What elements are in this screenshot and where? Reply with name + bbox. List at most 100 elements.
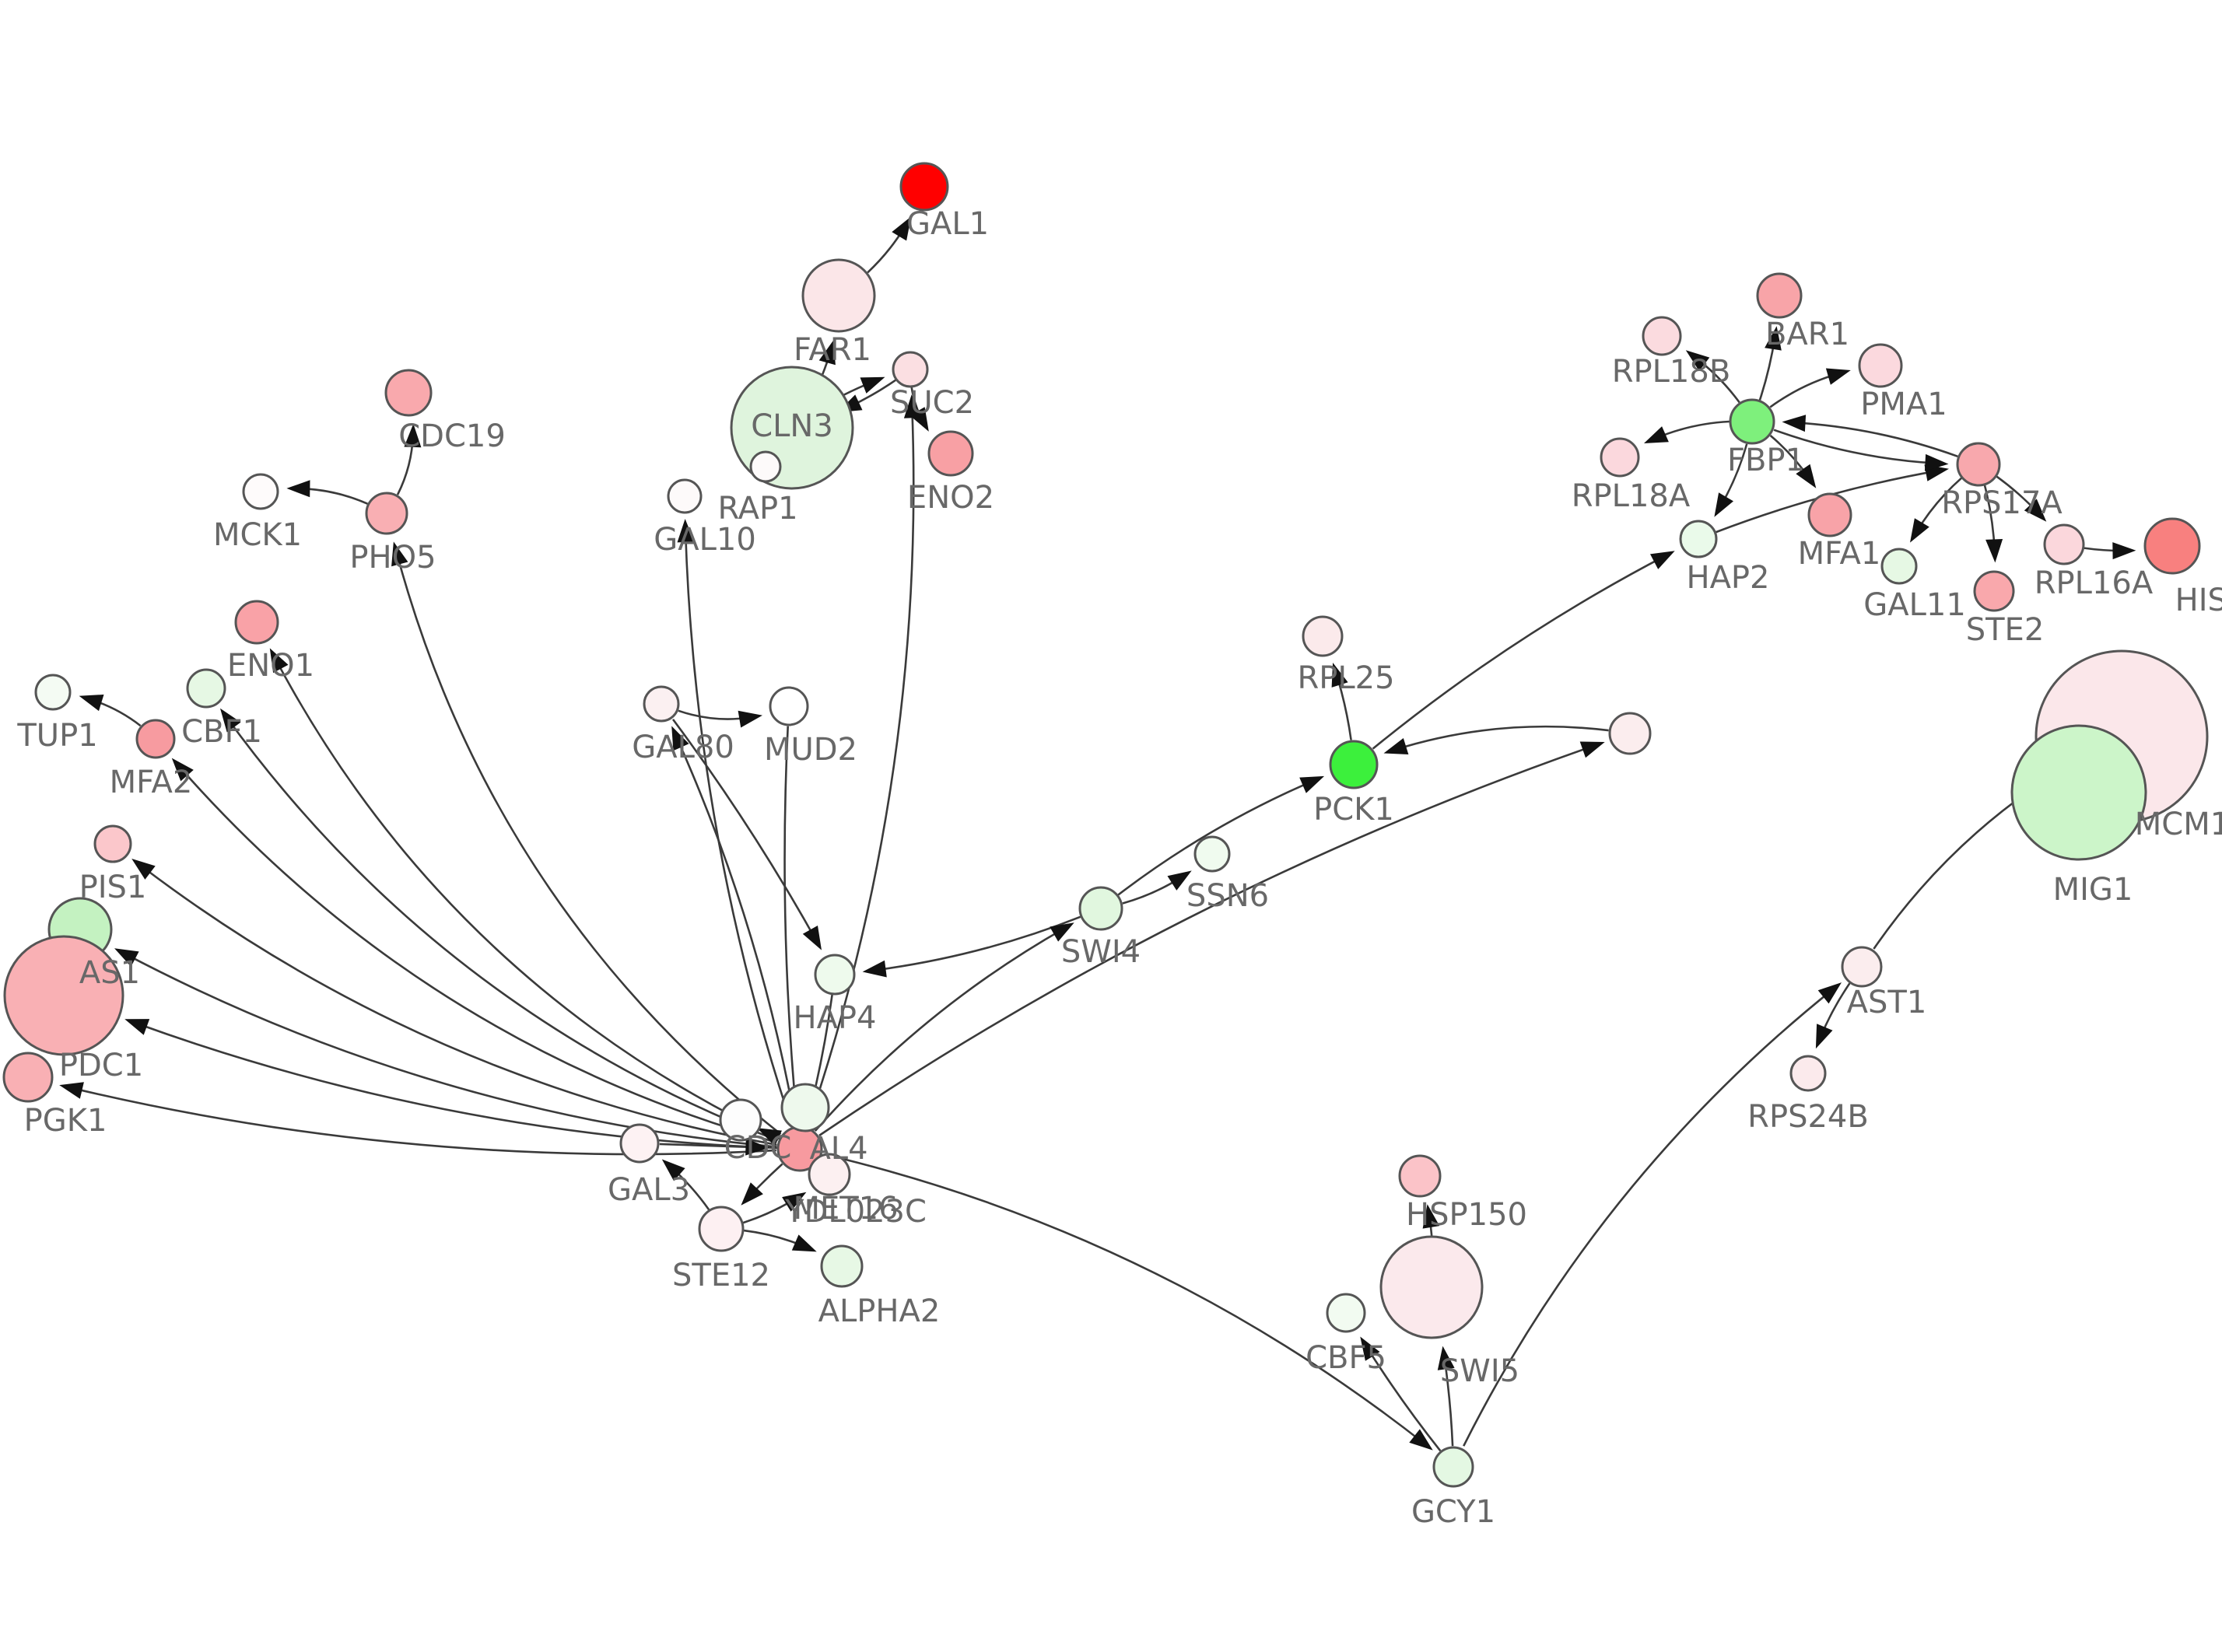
node-gal10[interactable] (667, 478, 703, 514)
node-label-mfa1: MFA1 (1798, 536, 1881, 572)
edge-GAL4-to-PGK1 (69, 1087, 776, 1156)
node-rpl25[interactable] (1302, 615, 1344, 657)
node-swi5[interactable] (1379, 1235, 1484, 1339)
node-hsp150[interactable] (1398, 1154, 1442, 1198)
node-eno2[interactable] (927, 430, 974, 477)
node-ste2[interactable] (1973, 570, 2015, 612)
arrowhead-FBP1-to-HAP2 (1714, 492, 1733, 517)
arrowhead-FBP1-to-RPL18A (1644, 426, 1669, 443)
arrowhead-GAL4-to-UME6 (1579, 741, 1605, 758)
arrowhead-PCK1-to-HAP2 (1650, 551, 1675, 569)
node-cdc19[interactable] (384, 369, 433, 417)
node-label-alpha2: ALPHA2 (818, 1293, 941, 1329)
arrowhead-GAL4-to-PHO5 (391, 541, 408, 567)
node-far1[interactable] (801, 258, 876, 333)
node-mck1[interactable] (242, 473, 279, 510)
node-ste12[interactable] (698, 1206, 745, 1252)
arrowhead-SWI5-to-HSP150 (1422, 1204, 1440, 1229)
arrowhead-FBP1-to-RPL18B (1685, 350, 1710, 372)
edge-GAL4-to-HAS1 (123, 952, 777, 1148)
edge-SWI4-to-HAP4 (873, 915, 1081, 971)
edge-GCY1-to-AST1 (1463, 988, 1834, 1447)
node-alpha2[interactable] (820, 1244, 864, 1288)
node-rpl18a[interactable] (1600, 437, 1640, 478)
edge-GAL4-to-UME6 (818, 744, 1595, 1137)
nodes-layer (2, 162, 2209, 1488)
node-gal11[interactable] (1880, 548, 1918, 585)
node-rps17a[interactable] (1956, 442, 2001, 487)
arrowheads-layer (59, 216, 2136, 1451)
node-gcy1[interactable] (1432, 1446, 1474, 1488)
node-label-hsp150: HSP150 (1406, 1197, 1527, 1233)
node-gal3[interactable] (619, 1123, 660, 1164)
node-label-gal3: GAL3 (608, 1172, 690, 1208)
arrowhead-GAL4-to-HAS1 (114, 948, 139, 967)
node-label-gal10: GAL10 (654, 522, 756, 558)
arrowhead-SWI4-to-PCK1 (1299, 775, 1325, 793)
node-label-ast1: AST1 (1847, 985, 1927, 1020)
node-swi4[interactable] (1078, 886, 1123, 931)
node-pdc1[interactable] (3, 935, 124, 1056)
node-eno1[interactable] (234, 600, 279, 645)
node-label-cdc19: CDC19 (398, 418, 506, 454)
node-label-ydl023c: YDL023C (784, 1194, 927, 1230)
arrowhead-GAL80-to-MUD2 (738, 710, 762, 728)
node-tup1[interactable] (34, 674, 72, 711)
node-mfa2[interactable] (135, 719, 176, 759)
node-pho5[interactable] (365, 492, 408, 535)
arrowhead-RPS17A-to-RPL16A (2024, 499, 2047, 522)
node-cbf1[interactable] (186, 668, 226, 709)
edge-GAL4-to-PIS1 (139, 864, 777, 1146)
node-label-hap2: HAP2 (1686, 560, 1769, 596)
edge-GAL4-to-SUC2 (806, 405, 915, 1127)
node-his4[interactable] (2143, 517, 2201, 575)
node-pis1[interactable] (93, 824, 132, 863)
node-label-cln3: CLN3 (751, 408, 833, 444)
arrowhead-GAL4-to-STE12 (741, 1182, 763, 1206)
node-pgk1[interactable] (2, 1052, 54, 1103)
node-label-rps17a: RPS17A (1941, 485, 2063, 521)
node-mud2[interactable] (769, 686, 809, 726)
edge-SWI4-to-PCK1 (1117, 779, 1315, 896)
node-ydl023c[interactable] (808, 1153, 851, 1196)
arrowhead-MFA2-to-TUP1 (79, 695, 104, 712)
node-ssn6[interactable] (1193, 835, 1231, 873)
node-rpl18b[interactable] (1642, 316, 1682, 356)
edge-RPS17A-to-FBP1 (1793, 421, 1958, 458)
node-suc2[interactable] (892, 351, 929, 388)
node-label-gal4: AL4 (809, 1131, 867, 1167)
arrowhead-PCK1-to-RPL25 (1331, 663, 1348, 688)
edge-GAL4-to-GCY1 (825, 1153, 1425, 1445)
node-pck1[interactable] (1329, 740, 1379, 789)
edge-GAL4-to-PDC1 (134, 1021, 777, 1150)
node-label-gal11: GAL11 (1863, 587, 1966, 623)
node-fbp1[interactable] (1729, 398, 1775, 445)
node-ast1[interactable] (1841, 946, 1883, 988)
arrowhead-GAL4-to-GAL10 (677, 519, 695, 543)
node-pma1[interactable] (1858, 343, 1903, 388)
edges-layer (69, 225, 2126, 1452)
node-gal1[interactable] (899, 162, 949, 212)
node-rap1[interactable] (749, 450, 782, 483)
node-label-tup1: TUP1 (16, 718, 97, 754)
node-ume6[interactable] (1608, 712, 1652, 755)
node-hap2[interactable] (1679, 520, 1718, 558)
node-label-ste12: STE12 (672, 1258, 770, 1293)
node-labels-layer: GAL1 FAR1 CLN3 RAP1 SUC2 ENO2 CDC19 MCK1 PHO5 ENO… (16, 206, 2222, 1530)
node-gal80[interactable] (643, 685, 680, 723)
node-rpl16a[interactable] (2043, 523, 2085, 565)
node-cdc28[interactable] (719, 1098, 762, 1142)
arrowhead-GCY1-to-AST1 (1817, 982, 1842, 1004)
node-hap4[interactable] (814, 954, 856, 996)
arrowhead-SWI4-to-HAP4 (862, 960, 887, 978)
node-cbf5[interactable] (1326, 1293, 1366, 1333)
node-bar1[interactable] (1756, 272, 1803, 319)
node-rps24b[interactable] (1789, 1055, 1827, 1092)
arrowhead-GAL4-to-CBF1 (220, 708, 241, 733)
node-mfa1[interactable] (1807, 492, 1852, 537)
node-label-pis1: PIS1 (79, 870, 147, 905)
node-label-bar1: BAR1 (1765, 317, 1849, 352)
node-met16[interactable] (780, 1083, 830, 1132)
node-mig1[interactable] (2010, 724, 2147, 861)
